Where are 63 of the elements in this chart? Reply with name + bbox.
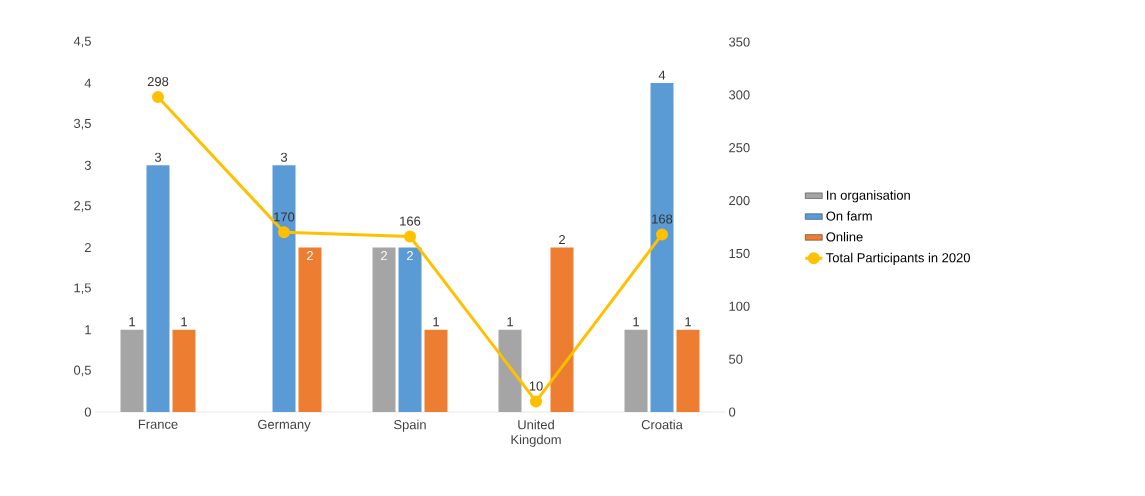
legend-label: Total Participants in 2020 bbox=[826, 252, 970, 265]
y-tick-label: 0,5 bbox=[73, 365, 91, 377]
legend-label: Online bbox=[826, 231, 863, 242]
x-tick-label: Spain bbox=[394, 419, 426, 432]
data-label: 170 bbox=[274, 212, 295, 222]
data-label: 168 bbox=[652, 214, 673, 224]
y-tick-label: 3,5 bbox=[73, 118, 91, 130]
y-tick-label: 3 bbox=[84, 160, 91, 170]
y-tick-label: 0 bbox=[84, 407, 91, 417]
bar bbox=[372, 247, 396, 412]
x-tick-label: Croatia bbox=[641, 419, 683, 430]
data-label: 1 bbox=[129, 317, 135, 327]
data-label: 1 bbox=[507, 317, 513, 327]
y-tick-label: 4,5 bbox=[73, 36, 91, 48]
data-label: 1 bbox=[433, 317, 439, 327]
y2-tick-label: 100 bbox=[729, 301, 750, 311]
point bbox=[278, 226, 290, 239]
x-tick-label: United Kingdom bbox=[511, 419, 561, 447]
y-tick-label: 4 bbox=[84, 78, 92, 88]
data-label: 2 bbox=[381, 251, 387, 261]
point bbox=[404, 230, 416, 243]
point bbox=[530, 395, 543, 408]
data-label: 10 bbox=[529, 381, 543, 391]
y2-tick-label: 350 bbox=[729, 37, 750, 47]
legend-label: On farm bbox=[826, 211, 872, 221]
bar bbox=[650, 83, 674, 412]
bar bbox=[624, 329, 648, 412]
data-label: 2 bbox=[407, 251, 413, 261]
y-tick-label: 2 bbox=[84, 243, 91, 253]
bar bbox=[298, 247, 322, 412]
bar bbox=[398, 247, 422, 412]
y2-tick-label: 0 bbox=[729, 407, 736, 417]
data-label: 4 bbox=[658, 70, 666, 80]
y-tick-label: 1,5 bbox=[74, 283, 91, 294]
point bbox=[656, 228, 669, 241]
data-label: 2 bbox=[307, 251, 313, 261]
data-label: 1 bbox=[181, 317, 187, 327]
x-tick-label: Germany bbox=[258, 419, 311, 432]
data-label: 1 bbox=[685, 317, 691, 327]
point bbox=[152, 90, 164, 103]
data-label: 166 bbox=[400, 216, 421, 226]
y2-tick-label: 250 bbox=[729, 143, 750, 153]
data-label: 1 bbox=[633, 317, 639, 327]
bar bbox=[424, 329, 448, 412]
bar bbox=[676, 329, 700, 412]
y-tick-label: 2,5 bbox=[74, 201, 91, 212]
y2-tick-label: 300 bbox=[729, 90, 750, 100]
data-label: 298 bbox=[147, 76, 169, 87]
bar bbox=[498, 329, 522, 412]
y2-tick-label: 200 bbox=[729, 195, 750, 206]
bar bbox=[172, 329, 196, 412]
legend-label: In organisation bbox=[827, 190, 910, 203]
bar bbox=[550, 247, 574, 412]
bar bbox=[272, 165, 296, 412]
y-tick-label: 1 bbox=[85, 325, 91, 335]
y2-tick-label: 150 bbox=[729, 248, 750, 259]
data-label: 3 bbox=[154, 152, 162, 162]
data-label: 3 bbox=[280, 152, 288, 162]
x-tick-label: France bbox=[138, 419, 178, 429]
y2-tick-label: 50 bbox=[729, 354, 743, 364]
data-label: 2 bbox=[559, 234, 565, 245]
bar bbox=[120, 329, 144, 412]
bar bbox=[146, 165, 170, 412]
